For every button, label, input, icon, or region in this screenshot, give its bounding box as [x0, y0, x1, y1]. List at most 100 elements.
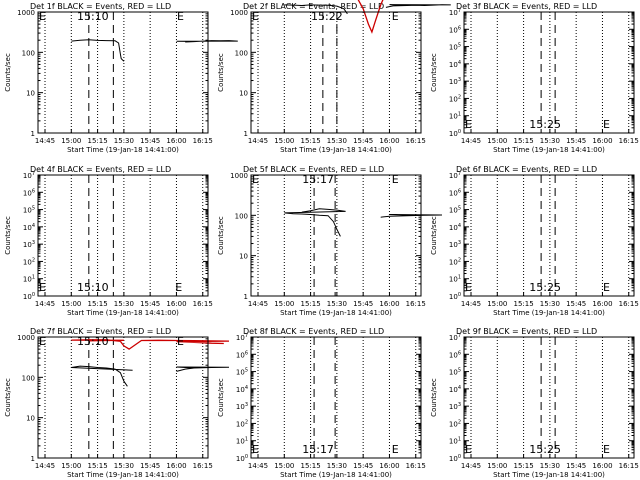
- start-marker: 15:25: [529, 443, 561, 456]
- plot-frame: [250, 174, 422, 297]
- y-tick-label: 101: [449, 275, 461, 284]
- y-tick-exponent: 0: [245, 454, 248, 460]
- y-tick-exponent: 1: [458, 112, 461, 118]
- y-tick-exponent: 6: [32, 188, 35, 194]
- lld-series-line: [71, 339, 230, 350]
- events-series-line: [71, 39, 125, 62]
- x-tick-label: 15:30: [114, 462, 134, 470]
- y-tick-label: 105: [23, 206, 35, 215]
- y-tick-exponent: 0: [458, 129, 461, 135]
- y-tick-label: 101: [23, 275, 35, 284]
- x-axis-label: Start Time (19-Jan-18 14:41:00): [493, 309, 605, 317]
- y-tick-label: 106: [236, 350, 248, 359]
- y-tick-label: 107: [449, 333, 461, 342]
- y-tick-label: 1: [244, 130, 248, 138]
- x-axis-label: Start Time (19-Jan-18 14:41:00): [280, 146, 392, 154]
- y-tick-label: 105: [236, 368, 248, 377]
- y-tick-exponent: 3: [458, 77, 461, 83]
- x-tick-label: 15:00: [487, 300, 507, 308]
- y-tick-label: 102: [449, 419, 461, 428]
- y-tick-label: 102: [23, 257, 35, 266]
- x-tick-label: 16:00: [166, 462, 186, 470]
- y-tick-label: 100: [449, 454, 461, 463]
- y-tick-exponent: 4: [458, 385, 461, 391]
- x-tick-label: 15:00: [61, 300, 81, 308]
- x-tick-label: 15:00: [274, 462, 294, 470]
- y-tick-exponent: 6: [458, 25, 461, 31]
- y-tick-label: 103: [449, 402, 461, 411]
- panel-title: Det 2f BLACK = Events, RED = LLD: [243, 2, 384, 11]
- x-tick-label: 15:00: [487, 462, 507, 470]
- x-tick-label: 16:15: [619, 300, 639, 308]
- end-marker-left: E: [39, 335, 46, 348]
- panel-title: Det 5f BLACK = Events, RED = LLD: [243, 165, 384, 174]
- y-tick-label: 102: [449, 94, 461, 103]
- x-tick-label: 16:00: [592, 462, 612, 470]
- events-series-line: [71, 365, 133, 387]
- events-series-line: [176, 366, 230, 372]
- y-axis-label: Counts/sec: [217, 53, 225, 92]
- y-tick-exponent: 7: [458, 333, 461, 339]
- x-axis-label: Start Time (19-Jan-18 14:41:00): [493, 146, 605, 154]
- start-marker: 15:10: [77, 281, 109, 294]
- x-tick-label: 15:00: [61, 137, 81, 145]
- y-tick-label: 1: [244, 293, 248, 301]
- end-marker: E: [392, 443, 399, 456]
- x-tick-label: 15:15: [513, 137, 533, 145]
- plot-frame: [463, 11, 635, 134]
- x-tick-label: 14:45: [248, 137, 268, 145]
- x-axis-label: Start Time (19-Jan-18 14:41:00): [67, 471, 179, 479]
- y-axis-label: Counts/sec: [4, 378, 12, 417]
- x-tick-label: 16:15: [619, 462, 639, 470]
- x-tick-label: 14:45: [35, 300, 55, 308]
- x-tick-label: 16:15: [406, 462, 426, 470]
- x-axis-label: Start Time (19-Jan-18 14:41:00): [493, 471, 605, 479]
- y-tick-label: 104: [23, 223, 35, 232]
- panel-title: Det 6f BLACK = Events, RED = LLD: [456, 165, 597, 174]
- x-tick-label: 15:00: [274, 300, 294, 308]
- y-tick-label: 103: [23, 240, 35, 249]
- y-axis-label: Counts/sec: [217, 216, 225, 255]
- y-tick-label: 10: [26, 90, 35, 98]
- x-tick-label: 14:45: [35, 462, 55, 470]
- y-tick-exponent: 6: [458, 350, 461, 356]
- y-tick-label: 107: [23, 171, 35, 180]
- y-tick-label: 100: [235, 49, 248, 57]
- lld-series-line: [357, 0, 384, 34]
- y-tick-label: 101: [449, 112, 461, 121]
- y-axis-label: Counts/sec: [217, 378, 225, 417]
- plot-frame: [37, 11, 209, 134]
- y-tick-exponent: 5: [458, 368, 461, 374]
- start-marker: 15:25: [529, 118, 561, 131]
- y-tick-exponent: 5: [458, 43, 461, 49]
- y-tick-exponent: 0: [458, 292, 461, 298]
- y-tick-label: 103: [449, 77, 461, 86]
- events-series-line: [176, 40, 238, 43]
- x-tick-label: 15:45: [566, 137, 586, 145]
- x-tick-label: 15:15: [87, 462, 107, 470]
- y-tick-exponent: 3: [458, 240, 461, 246]
- end-marker-left: E: [252, 173, 259, 186]
- end-marker-left: E: [252, 443, 259, 456]
- y-tick-label: 10: [26, 415, 35, 423]
- start-marker: 15:25: [529, 281, 561, 294]
- y-tick-label: 105: [449, 368, 461, 377]
- y-axis-label: Counts/sec: [4, 53, 12, 92]
- x-tick-label: 15:15: [87, 137, 107, 145]
- y-tick-exponent: 1: [458, 437, 461, 443]
- y-tick-exponent: 5: [32, 206, 35, 212]
- x-tick-label: 15:45: [140, 462, 160, 470]
- y-tick-exponent: 3: [458, 402, 461, 408]
- events-series-line: [284, 208, 346, 237]
- events-series-line: [385, 4, 451, 8]
- x-tick-label: 16:15: [619, 137, 639, 145]
- end-marker: E: [603, 443, 610, 456]
- start-marker: 15:17: [302, 443, 334, 456]
- end-marker: E: [603, 281, 610, 294]
- x-tick-label: 16:15: [193, 137, 213, 145]
- y-tick-label: 100: [449, 292, 461, 301]
- plot-frame: [37, 336, 209, 459]
- y-tick-label: 107: [449, 171, 461, 180]
- y-tick-exponent: 4: [458, 60, 461, 66]
